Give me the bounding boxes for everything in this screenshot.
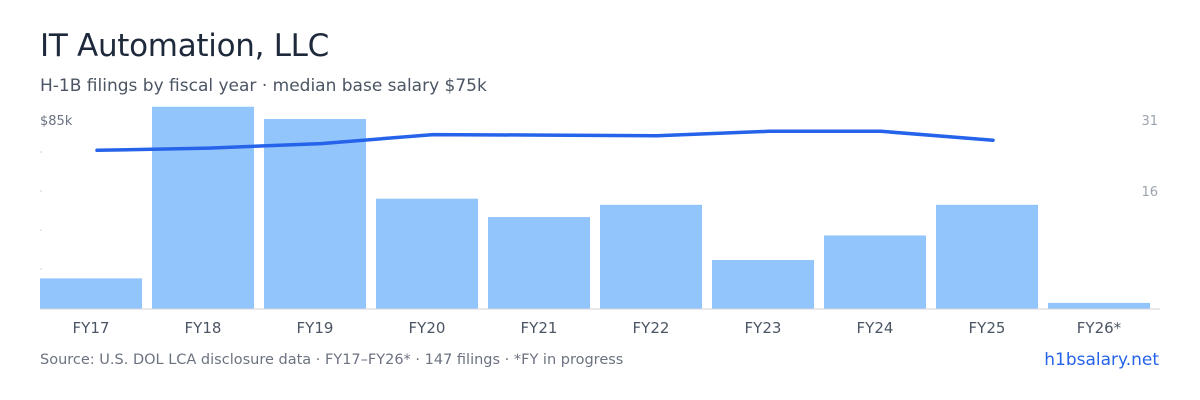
source-note: Source: U.S. DOL LCA disclosure data · F… (40, 352, 624, 368)
category-label: FY20 (409, 319, 446, 337)
right-axis-tick-label: 16 (1141, 185, 1158, 200)
category-label: FY21 (521, 319, 558, 337)
bar-fy17[interactable] (40, 278, 142, 309)
bar-fy20[interactable] (376, 198, 478, 309)
axis-dot (40, 190, 42, 192)
bar-fy21[interactable] (488, 217, 590, 309)
brand-link[interactable]: h1bsalary.net (1044, 350, 1159, 370)
left-axis-max-label: $85k (40, 114, 73, 129)
bar-series (40, 106, 1150, 309)
right-axis-tick-label: 31 (1141, 114, 1158, 129)
category-label: FY17 (73, 319, 110, 337)
axis-dot (40, 268, 42, 270)
chart-subtitle: H-1B filings by fiscal year · median bas… (40, 76, 487, 96)
category-label: FY23 (745, 319, 782, 337)
category-label: FY22 (633, 319, 670, 337)
bar-fy24[interactable] (824, 235, 926, 309)
chart-title: IT Automation, LLC (40, 28, 329, 64)
bar-fy25[interactable] (936, 204, 1038, 309)
bar-fy18[interactable] (152, 106, 254, 309)
axis-dot (40, 229, 42, 231)
category-label: FY26* (1077, 319, 1122, 337)
category-labels: FY17 FY18 FY19 FY20 FY21 FY22 FY23 FY24 FY25 FY26… (73, 319, 1122, 337)
category-label: FY24 (857, 319, 894, 337)
bar-fy26-partial[interactable] (1048, 302, 1150, 309)
axis-dot (40, 151, 42, 153)
bar-fy19[interactable] (264, 119, 366, 309)
bar-fy22[interactable] (600, 204, 702, 309)
salary-line (95, 129, 995, 153)
category-label: FY19 (297, 319, 334, 337)
left-axis-dots (40, 151, 42, 270)
category-label: FY18 (185, 319, 222, 337)
category-label: FY25 (969, 319, 1006, 337)
bar-fy23[interactable] (712, 259, 814, 309)
